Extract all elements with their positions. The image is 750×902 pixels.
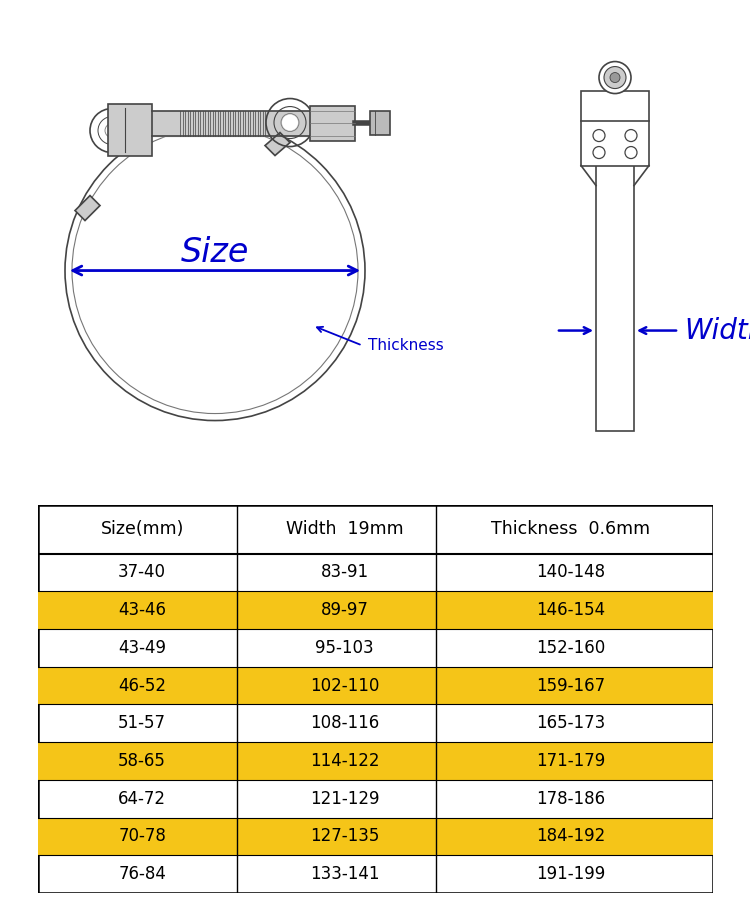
Circle shape — [593, 130, 605, 142]
Text: 58-65: 58-65 — [118, 752, 166, 770]
Text: 83-91: 83-91 — [320, 564, 369, 582]
Text: 146-154: 146-154 — [536, 601, 605, 619]
Text: 184-192: 184-192 — [536, 827, 605, 845]
Circle shape — [599, 61, 631, 94]
Text: 133-141: 133-141 — [310, 865, 380, 883]
FancyBboxPatch shape — [38, 667, 712, 704]
FancyBboxPatch shape — [108, 104, 152, 155]
Text: 108-116: 108-116 — [310, 714, 380, 732]
Circle shape — [282, 115, 298, 131]
Text: Width  19mm: Width 19mm — [286, 520, 404, 538]
FancyBboxPatch shape — [370, 111, 390, 135]
Text: Size: Size — [181, 236, 249, 269]
Text: Thickness: Thickness — [368, 338, 443, 353]
FancyBboxPatch shape — [596, 135, 634, 430]
Text: 121-129: 121-129 — [310, 790, 380, 807]
Text: 152-160: 152-160 — [536, 639, 605, 657]
Text: 43-49: 43-49 — [118, 639, 166, 657]
Text: 165-173: 165-173 — [536, 714, 605, 732]
Text: 114-122: 114-122 — [310, 752, 380, 770]
Text: 159-167: 159-167 — [536, 676, 605, 695]
Circle shape — [73, 129, 357, 412]
FancyBboxPatch shape — [310, 106, 355, 141]
Circle shape — [625, 146, 637, 159]
Text: 89-97: 89-97 — [321, 601, 368, 619]
Text: 102-110: 102-110 — [310, 676, 380, 695]
Polygon shape — [75, 196, 100, 221]
Text: 178-186: 178-186 — [536, 790, 605, 807]
Text: 191-199: 191-199 — [536, 865, 605, 883]
Text: 51-57: 51-57 — [118, 714, 166, 732]
Text: 140-148: 140-148 — [536, 564, 605, 582]
Text: 70-78: 70-78 — [118, 827, 166, 845]
FancyBboxPatch shape — [38, 592, 712, 629]
Text: 43-46: 43-46 — [118, 601, 166, 619]
Text: 95-103: 95-103 — [315, 639, 374, 657]
Circle shape — [604, 67, 626, 88]
Text: 46-52: 46-52 — [118, 676, 166, 695]
Text: Size(mm): Size(mm) — [100, 520, 184, 538]
Text: Thickness  0.6mm: Thickness 0.6mm — [491, 520, 650, 538]
Polygon shape — [265, 133, 290, 155]
Text: 37-40: 37-40 — [118, 564, 166, 582]
Text: 171-179: 171-179 — [536, 752, 605, 770]
FancyBboxPatch shape — [38, 817, 712, 855]
Circle shape — [625, 130, 637, 142]
FancyBboxPatch shape — [38, 742, 712, 780]
Circle shape — [610, 72, 620, 83]
Circle shape — [593, 146, 605, 159]
Text: 127-135: 127-135 — [310, 827, 380, 845]
Text: 76-84: 76-84 — [118, 865, 166, 883]
Text: 64-72: 64-72 — [118, 790, 166, 807]
Text: Width: Width — [684, 317, 750, 345]
FancyBboxPatch shape — [581, 90, 649, 166]
